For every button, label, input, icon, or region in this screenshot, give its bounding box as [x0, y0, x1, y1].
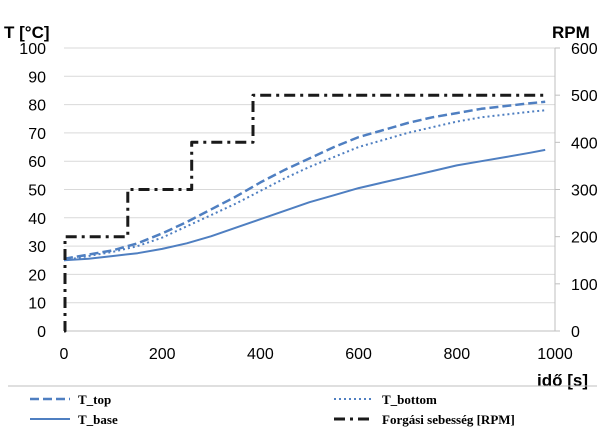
x-tick-label: 0 — [60, 346, 69, 363]
legend-label: T_base — [78, 412, 118, 427]
left-y-tick-label: 0 — [37, 324, 46, 341]
series-line — [63, 148, 546, 262]
right-y-tick-label: 400 — [571, 135, 598, 152]
x-axis-ticks: 0 200 400 600 800 1000 — [60, 346, 573, 363]
left-y-tick-label: 40 — [28, 211, 46, 228]
right-y-tick-label: 100 — [571, 277, 598, 294]
right-axis-title: RPM — [552, 23, 590, 42]
x-tick-label: 600 — [345, 346, 372, 363]
left-axis-ticks: 0 10 20 30 40 50 60 70 80 90 100 — [19, 41, 46, 341]
series-line — [63, 93, 546, 333]
legend-label: Forgási sebesség [RPM] — [382, 412, 515, 427]
series-line — [63, 100, 546, 261]
x-tick-label: 1000 — [537, 346, 573, 363]
left-y-tick-label: 20 — [28, 267, 46, 284]
legend-label: T_top — [78, 392, 111, 407]
left-y-tick-label: 10 — [28, 296, 46, 313]
x-axis-title: idő [s] — [537, 371, 588, 390]
series-lines — [63, 93, 546, 333]
right-y-tick-label: 300 — [571, 183, 598, 200]
right-y-tick-label: 500 — [571, 88, 598, 105]
right-y-tick-label: 0 — [571, 324, 580, 341]
left-y-tick-label: 30 — [28, 239, 46, 256]
right-y-tick-label: 600 — [571, 41, 598, 58]
left-y-tick-label: 50 — [28, 183, 46, 200]
left-y-tick-label: 90 — [28, 69, 46, 86]
left-axis-title: T [°C] — [4, 23, 50, 42]
x-tick-label: 200 — [149, 346, 176, 363]
left-y-tick-label: 60 — [28, 154, 46, 171]
left-y-tick-label: 100 — [19, 41, 46, 58]
horizontal-gridlines — [64, 47, 555, 304]
legend-label: T_bottom — [382, 392, 437, 407]
right-axis-ticks: 0 100 200 300 400 500 600 — [555, 41, 598, 341]
left-y-tick-label: 70 — [28, 126, 46, 143]
left-y-tick-label: 80 — [28, 98, 46, 115]
x-tick-label: 400 — [247, 346, 274, 363]
x-tick-label: 800 — [443, 346, 470, 363]
right-y-tick-label: 200 — [571, 230, 598, 247]
legend: T_top T_bottom T_base Forgási sebesség [RPM… — [8, 385, 597, 427]
series-line — [63, 109, 546, 262]
